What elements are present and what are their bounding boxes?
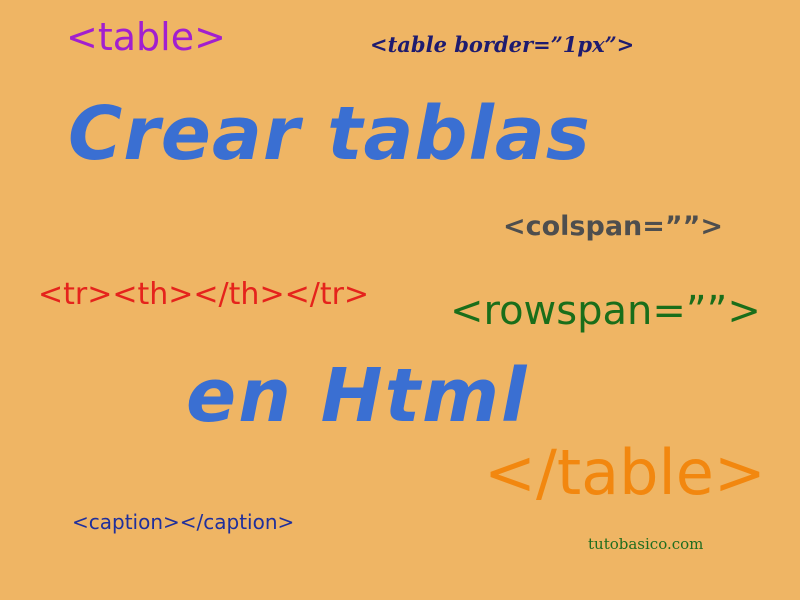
title-line-1: Crear tablas xyxy=(68,91,591,177)
table-close-tag: </table> xyxy=(484,436,766,509)
title-line-2: en Html xyxy=(186,353,529,439)
table-open-tag: <table> xyxy=(66,15,226,59)
rowspan-tag: <rowspan=””> xyxy=(450,288,761,334)
tr-th-tag: <tr><th></th></tr> xyxy=(38,277,370,312)
site-credit: tutobasico.com xyxy=(588,535,704,553)
table-border-tag: <table border=”1px”> xyxy=(370,32,635,57)
colspan-tag: <colspan=””> xyxy=(503,211,724,242)
caption-tag: <caption></caption> xyxy=(72,510,295,534)
